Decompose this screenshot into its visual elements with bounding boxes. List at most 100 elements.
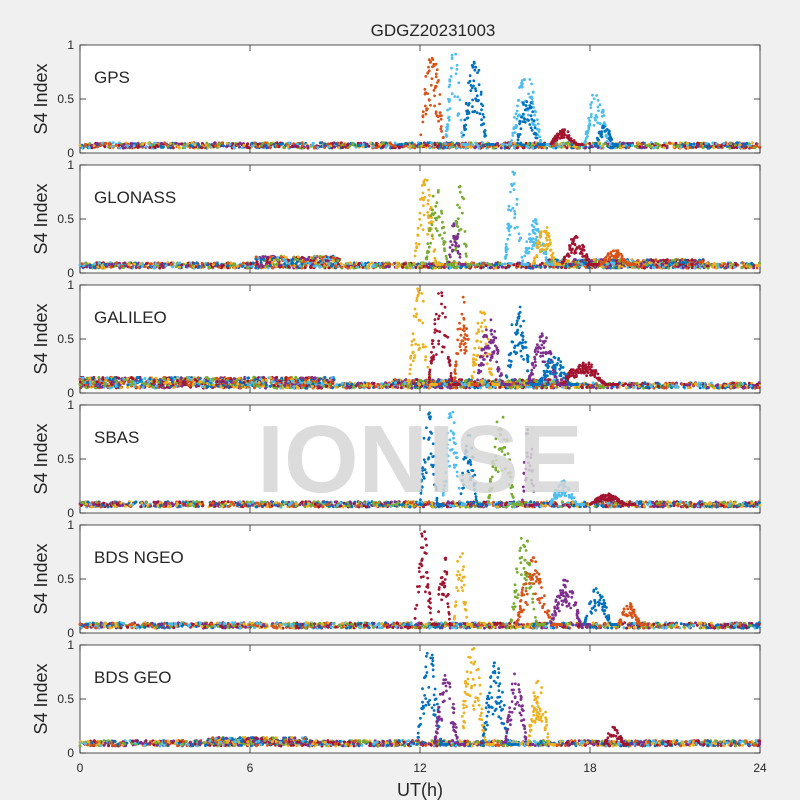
point	[513, 216, 516, 220]
point	[340, 143, 344, 147]
point	[434, 216, 438, 220]
point	[496, 266, 500, 269]
point	[455, 63, 459, 67]
point	[438, 111, 442, 115]
point	[226, 261, 230, 265]
point	[441, 237, 444, 240]
point	[582, 245, 585, 249]
point	[427, 262, 431, 266]
point	[514, 123, 518, 127]
point	[690, 258, 694, 262]
point	[434, 266, 437, 270]
point	[404, 142, 408, 145]
point	[472, 84, 475, 88]
point	[529, 101, 533, 104]
point	[507, 208, 510, 212]
point	[481, 113, 485, 116]
point	[369, 141, 373, 145]
point	[429, 141, 433, 145]
point	[598, 103, 602, 107]
point	[535, 245, 539, 249]
point	[525, 240, 529, 244]
point	[537, 145, 541, 149]
point	[574, 145, 578, 149]
point	[449, 240, 453, 243]
y-tick-label: 0.5	[57, 212, 74, 226]
point	[632, 263, 635, 266]
point	[128, 145, 132, 149]
point	[447, 85, 451, 89]
point	[80, 262, 84, 266]
point	[681, 266, 685, 270]
point	[318, 255, 322, 258]
point	[184, 265, 188, 269]
point	[367, 144, 371, 148]
point	[318, 259, 322, 263]
point	[452, 222, 456, 226]
point	[536, 227, 540, 231]
point	[169, 146, 172, 150]
point	[677, 144, 681, 148]
point	[600, 130, 604, 134]
point	[245, 263, 249, 266]
point	[471, 105, 474, 108]
point	[472, 79, 476, 83]
point	[594, 142, 598, 145]
point	[451, 248, 454, 252]
point	[259, 144, 263, 148]
point	[578, 244, 581, 248]
point	[525, 100, 529, 104]
point	[473, 68, 477, 72]
point	[584, 139, 587, 143]
point	[500, 265, 504, 269]
point	[334, 265, 338, 268]
point	[586, 129, 590, 133]
point	[261, 255, 265, 259]
point	[254, 266, 258, 270]
point	[511, 170, 515, 174]
point	[446, 123, 449, 126]
point	[426, 199, 430, 202]
point	[471, 64, 475, 68]
point	[530, 247, 534, 251]
point	[256, 145, 260, 149]
point	[472, 62, 476, 65]
point	[339, 265, 343, 269]
point	[286, 145, 290, 149]
point	[596, 121, 600, 125]
point	[532, 106, 535, 109]
point	[139, 262, 142, 266]
point	[519, 236, 523, 240]
point	[344, 265, 348, 269]
point	[367, 266, 371, 270]
point	[515, 109, 519, 113]
point	[474, 65, 478, 69]
point	[417, 242, 421, 246]
point	[222, 144, 226, 148]
point	[111, 141, 115, 145]
point	[423, 104, 427, 108]
point	[419, 133, 423, 137]
point	[571, 242, 574, 246]
point	[427, 250, 431, 254]
point	[188, 143, 192, 147]
point	[241, 146, 244, 150]
point	[372, 264, 376, 268]
point	[423, 178, 427, 182]
point	[411, 266, 415, 270]
point	[473, 146, 477, 150]
point	[642, 146, 646, 150]
point	[509, 208, 513, 212]
point	[423, 262, 427, 266]
point	[661, 263, 665, 267]
point	[127, 263, 131, 266]
point	[434, 259, 437, 263]
point	[516, 138, 520, 142]
point	[123, 261, 127, 265]
point	[445, 257, 449, 261]
point	[513, 226, 517, 230]
point	[514, 112, 518, 116]
point	[303, 266, 307, 270]
point	[504, 247, 508, 251]
point	[404, 266, 408, 269]
